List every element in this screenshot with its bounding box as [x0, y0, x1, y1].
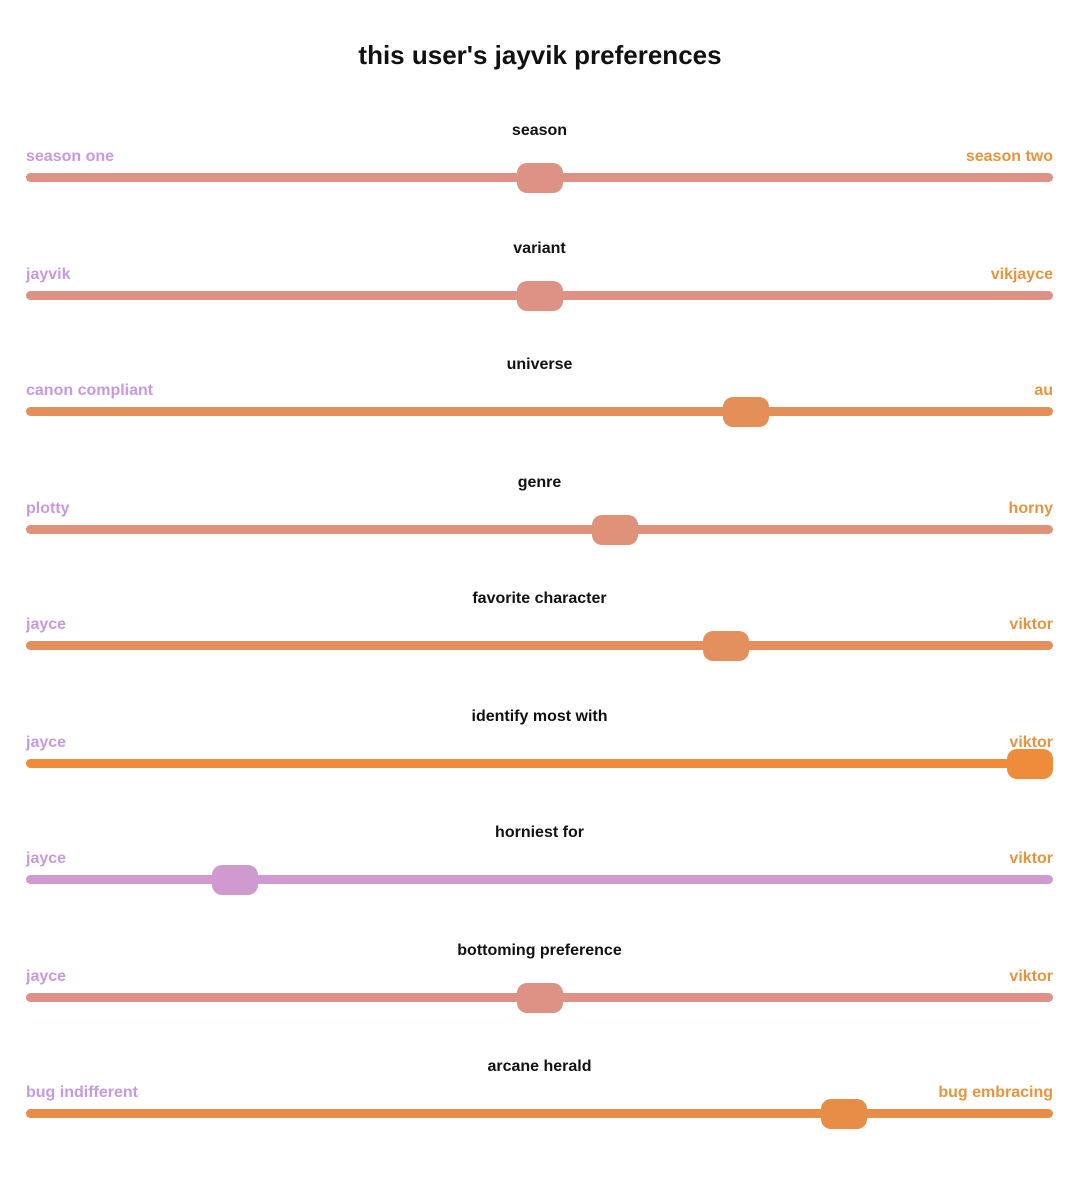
slider-title: universe: [506, 356, 573, 373]
slider-track[interactable]: [26, 1109, 1053, 1118]
slider-left-label: jayce: [26, 734, 67, 751]
slider-track[interactable]: [26, 641, 1053, 650]
slider-row: bottoming preference jayce viktor: [26, 942, 1053, 1032]
slider-right-label: viktor: [1009, 850, 1053, 867]
slider-left-label: plotty: [26, 500, 70, 517]
slider-left-label: season one: [26, 148, 115, 165]
slider-row: identify most with jayce viktor: [26, 708, 1053, 798]
slider-title: identify most with: [471, 708, 608, 725]
slider-title: genre: [517, 474, 562, 491]
page-title: this user's jayvik preferences: [358, 40, 722, 70]
slider-right-label: viktor: [1009, 968, 1053, 985]
slider-right-label: season two: [965, 148, 1053, 165]
slider-right-label: viktor: [1009, 734, 1053, 751]
slider-left-label: bug indifferent: [26, 1084, 138, 1101]
slider-thumb[interactable]: [592, 515, 639, 545]
slider-thumb[interactable]: [722, 397, 769, 427]
slider-thumb[interactable]: [702, 631, 749, 661]
slider-thumb[interactable]: [820, 1099, 867, 1129]
slider-track[interactable]: [26, 875, 1053, 884]
slider-thumb[interactable]: [516, 163, 563, 193]
slider-thumb[interactable]: [516, 983, 563, 1013]
slider-track[interactable]: [26, 407, 1053, 416]
slider-title: horniest for: [495, 824, 584, 841]
slider-title: favorite character: [472, 590, 607, 607]
slider-title: season: [511, 122, 568, 139]
slider-right-label: horny: [1008, 500, 1053, 517]
slider-title: bottoming preference: [457, 942, 622, 959]
slider-right-label: viktor: [1009, 616, 1053, 633]
slider-right-label: vikjayce: [990, 266, 1053, 283]
slider-thumb[interactable]: [212, 865, 259, 895]
slider-track[interactable]: [26, 759, 1053, 768]
slider-right-label: bug embracing: [938, 1084, 1053, 1101]
slider-title: arcane herald: [487, 1058, 592, 1075]
slider-right-label: au: [1034, 382, 1053, 399]
slider-title: variant: [513, 240, 566, 257]
slider-row: favorite character jayce viktor: [26, 590, 1053, 680]
slider-row: universe canon compliant au: [26, 356, 1053, 446]
slider-track[interactable]: [26, 525, 1053, 534]
slider-left-label: canon compliant: [26, 382, 154, 399]
slider-left-label: jayce: [26, 850, 67, 867]
slider-row: horniest for jayce viktor: [26, 824, 1053, 914]
slider-row: arcane herald bug indifferent bug embracin…: [26, 1058, 1053, 1148]
slider-thumb[interactable]: [1007, 749, 1053, 779]
slider-thumb[interactable]: [516, 281, 563, 311]
slider-row: season season one season two: [26, 122, 1053, 212]
slider-row: variant jayvik vikjayce: [26, 240, 1053, 330]
slider-left-label: jayce: [26, 968, 67, 985]
slider-left-label: jayvik: [26, 266, 71, 283]
slider-row: genre plotty horny: [26, 474, 1053, 564]
slider-left-label: jayce: [26, 616, 67, 633]
